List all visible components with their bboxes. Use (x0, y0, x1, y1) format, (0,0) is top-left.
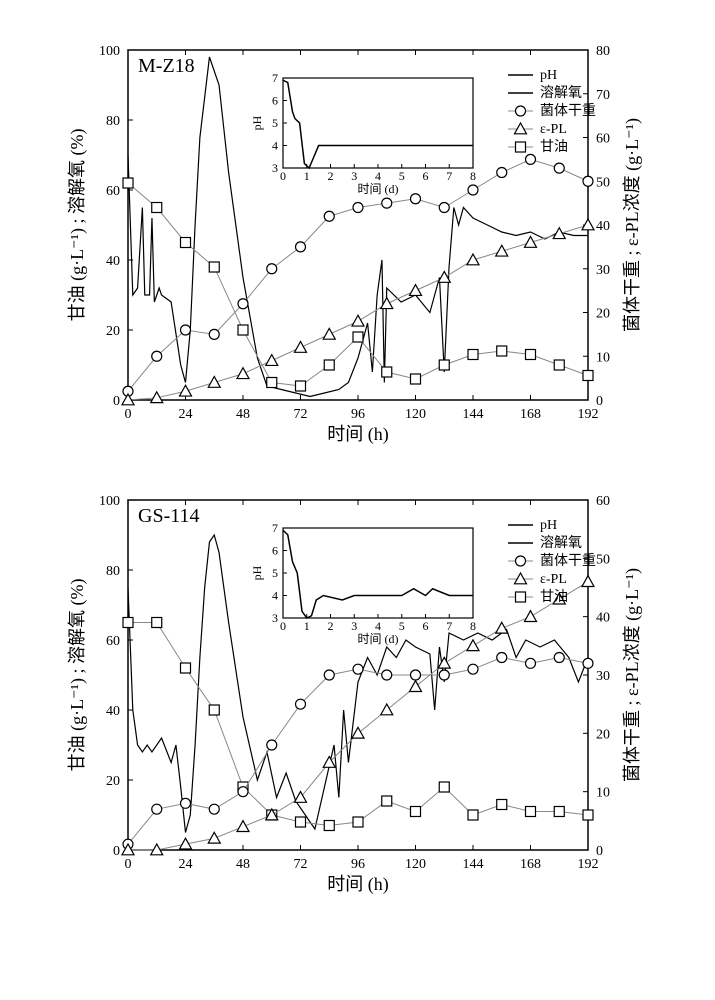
svg-text:菌体干重: 菌体干重 (540, 553, 596, 569)
svg-text:96: 96 (351, 407, 365, 422)
svg-text:60: 60 (596, 494, 610, 509)
svg-text:7: 7 (446, 169, 452, 183)
svg-text:4: 4 (272, 139, 278, 153)
svg-text:80: 80 (106, 564, 120, 579)
svg-text:20: 20 (596, 307, 610, 322)
svg-text:0: 0 (113, 394, 120, 409)
svg-text:0: 0 (124, 857, 131, 872)
svg-text:4: 4 (375, 619, 381, 633)
svg-text:50: 50 (596, 175, 610, 190)
svg-text:80: 80 (596, 44, 610, 59)
svg-text:100: 100 (99, 494, 120, 509)
svg-text:6: 6 (272, 94, 278, 108)
svg-text:10: 10 (596, 786, 610, 801)
svg-text:2: 2 (327, 619, 333, 633)
svg-text:6: 6 (272, 544, 278, 558)
svg-text:ε-PL: ε-PL (540, 122, 567, 137)
svg-text:60: 60 (106, 184, 120, 199)
svg-text:0: 0 (124, 407, 131, 422)
svg-text:144: 144 (462, 407, 483, 422)
svg-text:甘油 (g·L⁻¹) ; 溶解氧 (%): 甘油 (g·L⁻¹) ; 溶解氧 (%) (67, 129, 88, 322)
svg-text:192: 192 (577, 407, 598, 422)
svg-text:20: 20 (106, 324, 120, 339)
svg-text:80: 80 (106, 114, 120, 129)
svg-text:50: 50 (596, 552, 610, 567)
svg-text:6: 6 (422, 619, 428, 633)
svg-text:pH: pH (540, 68, 557, 83)
svg-text:7: 7 (446, 619, 452, 633)
svg-text:GS-114: GS-114 (138, 505, 199, 527)
svg-text:120: 120 (405, 857, 426, 872)
chart-mz18: 024487296120144168192时间 (h)020406080100甘… (58, 30, 658, 450)
svg-text:60: 60 (106, 634, 120, 649)
svg-text:70: 70 (596, 88, 610, 103)
svg-text:4: 4 (272, 589, 278, 603)
svg-text:168: 168 (520, 857, 541, 872)
svg-text:甘油 (g·L⁻¹) ; 溶解氧 (%): 甘油 (g·L⁻¹) ; 溶解氧 (%) (67, 579, 88, 772)
svg-text:ε-PL: ε-PL (540, 572, 567, 587)
svg-text:120: 120 (405, 407, 426, 422)
svg-text:30: 30 (596, 669, 610, 684)
svg-text:168: 168 (520, 407, 541, 422)
svg-text:甘油: 甘油 (540, 589, 568, 605)
svg-text:48: 48 (236, 857, 250, 872)
svg-text:40: 40 (106, 704, 120, 719)
svg-text:10: 10 (596, 350, 610, 365)
svg-text:甘油: 甘油 (540, 139, 568, 155)
svg-text:3: 3 (272, 161, 278, 175)
svg-text:5: 5 (272, 116, 278, 130)
svg-text:7: 7 (272, 521, 278, 535)
svg-text:0: 0 (280, 619, 286, 633)
svg-text:20: 20 (596, 727, 610, 742)
svg-text:溶解氧: 溶解氧 (540, 535, 582, 551)
svg-text:48: 48 (236, 407, 250, 422)
svg-text:pH: pH (250, 565, 264, 580)
chart-gs114: 024487296120144168192时间 (h)020406080100甘… (58, 480, 658, 900)
svg-text:72: 72 (293, 407, 307, 422)
svg-text:8: 8 (470, 619, 476, 633)
chart-container: 024487296120144168192时间 (h)020406080100甘… (20, 30, 695, 900)
svg-text:菌体干重: 菌体干重 (540, 103, 596, 119)
svg-text:0: 0 (280, 169, 286, 183)
svg-text:M-Z18: M-Z18 (138, 55, 195, 77)
svg-text:20: 20 (106, 774, 120, 789)
svg-text:30: 30 (596, 263, 610, 278)
svg-text:pH: pH (250, 115, 264, 130)
svg-text:菌体干重 ; ε-PL浓度 (g·L⁻¹): 菌体干重 ; ε-PL浓度 (g·L⁻¹) (622, 568, 643, 782)
svg-text:60: 60 (596, 132, 610, 147)
svg-text:3: 3 (351, 619, 357, 633)
svg-text:24: 24 (178, 407, 192, 422)
svg-text:2: 2 (327, 169, 333, 183)
svg-text:3: 3 (351, 169, 357, 183)
svg-text:5: 5 (398, 619, 404, 633)
svg-text:时间 (d): 时间 (d) (357, 182, 398, 196)
svg-text:菌体干重 ; ε-PL浓度 (g·L⁻¹): 菌体干重 ; ε-PL浓度 (g·L⁻¹) (622, 118, 643, 332)
svg-text:40: 40 (596, 219, 610, 234)
svg-text:0: 0 (113, 844, 120, 859)
svg-text:72: 72 (293, 857, 307, 872)
svg-text:4: 4 (375, 169, 381, 183)
svg-text:96: 96 (351, 857, 365, 872)
svg-text:40: 40 (596, 611, 610, 626)
svg-text:溶解氧: 溶解氧 (540, 85, 582, 101)
svg-text:pH: pH (540, 518, 557, 533)
svg-text:5: 5 (272, 566, 278, 580)
svg-text:192: 192 (577, 857, 598, 872)
svg-text:5: 5 (398, 169, 404, 183)
svg-text:3: 3 (272, 611, 278, 625)
svg-text:8: 8 (470, 169, 476, 183)
svg-text:时间 (d): 时间 (d) (357, 632, 398, 646)
svg-text:7: 7 (272, 71, 278, 85)
svg-text:40: 40 (106, 254, 120, 269)
svg-text:24: 24 (178, 857, 192, 872)
svg-text:时间 (h): 时间 (h) (327, 874, 389, 895)
svg-text:100: 100 (99, 44, 120, 59)
svg-text:1: 1 (303, 169, 309, 183)
svg-text:6: 6 (422, 169, 428, 183)
svg-text:0: 0 (596, 844, 603, 859)
svg-text:时间 (h): 时间 (h) (327, 424, 389, 445)
svg-text:1: 1 (303, 619, 309, 633)
svg-text:144: 144 (462, 857, 483, 872)
svg-text:0: 0 (596, 394, 603, 409)
